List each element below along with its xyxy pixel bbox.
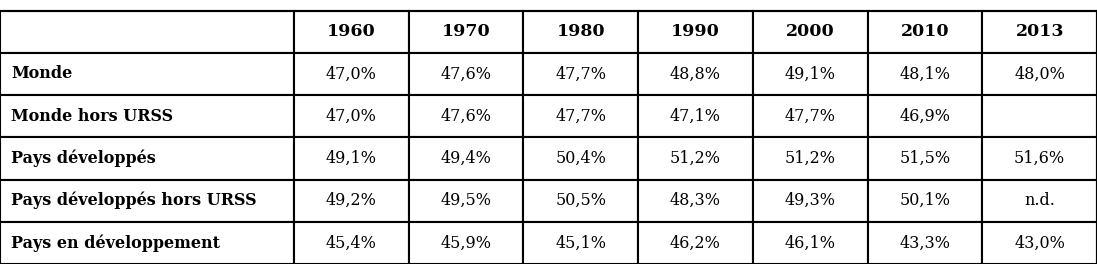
Bar <box>868 180 982 222</box>
Text: 49,1%: 49,1% <box>326 150 377 167</box>
Bar <box>638 11 753 53</box>
Text: 47,7%: 47,7% <box>555 65 607 82</box>
Text: 47,0%: 47,0% <box>326 65 376 82</box>
Bar <box>638 95 753 137</box>
Bar <box>0 137 294 180</box>
Bar <box>0 11 294 53</box>
Text: Monde hors URSS: Monde hors URSS <box>11 108 173 125</box>
Bar <box>523 222 638 264</box>
Bar <box>753 53 868 95</box>
Text: 48,0%: 48,0% <box>1015 65 1065 82</box>
Bar <box>638 180 753 222</box>
Text: 45,4%: 45,4% <box>326 234 376 251</box>
Text: 51,6%: 51,6% <box>1014 150 1065 167</box>
Bar <box>0 222 294 264</box>
Bar <box>638 222 753 264</box>
Text: 49,4%: 49,4% <box>441 150 491 167</box>
Text: 49,1%: 49,1% <box>784 65 836 82</box>
Bar <box>294 53 409 95</box>
Text: 43,0%: 43,0% <box>1015 234 1065 251</box>
Bar <box>294 180 409 222</box>
Bar <box>868 11 982 53</box>
Text: n.d.: n.d. <box>1025 192 1055 209</box>
Text: Pays en développement: Pays en développement <box>11 234 220 252</box>
Text: 1980: 1980 <box>556 23 606 40</box>
Text: 51,5%: 51,5% <box>900 150 950 167</box>
Text: 2010: 2010 <box>901 23 949 40</box>
Bar <box>523 180 638 222</box>
Text: 49,5%: 49,5% <box>441 192 491 209</box>
Bar <box>753 95 868 137</box>
Bar <box>409 180 523 222</box>
Bar <box>409 137 523 180</box>
Bar <box>868 53 982 95</box>
Bar <box>523 11 638 53</box>
Text: 48,3%: 48,3% <box>670 192 721 209</box>
Text: 49,2%: 49,2% <box>326 192 376 209</box>
Text: 49,3%: 49,3% <box>784 192 836 209</box>
Text: 1970: 1970 <box>442 23 490 40</box>
Text: 47,7%: 47,7% <box>784 108 836 125</box>
Text: Pays développés: Pays développés <box>11 150 156 167</box>
Bar <box>982 11 1097 53</box>
Text: 51,2%: 51,2% <box>670 150 721 167</box>
Bar <box>0 180 294 222</box>
Bar <box>982 180 1097 222</box>
Text: 48,8%: 48,8% <box>670 65 721 82</box>
Text: 50,5%: 50,5% <box>555 192 607 209</box>
Bar <box>753 137 868 180</box>
Bar <box>409 53 523 95</box>
Bar <box>753 222 868 264</box>
Bar <box>523 53 638 95</box>
Text: 47,0%: 47,0% <box>326 108 376 125</box>
Bar <box>638 53 753 95</box>
Bar <box>409 222 523 264</box>
Text: 48,1%: 48,1% <box>900 65 950 82</box>
Text: 47,7%: 47,7% <box>555 108 607 125</box>
Bar <box>294 11 409 53</box>
Bar <box>294 222 409 264</box>
Text: 45,9%: 45,9% <box>441 234 491 251</box>
Bar <box>409 95 523 137</box>
Bar <box>868 222 982 264</box>
Text: 46,2%: 46,2% <box>670 234 721 251</box>
Bar <box>868 137 982 180</box>
Text: Pays développés hors URSS: Pays développés hors URSS <box>11 192 257 209</box>
Text: 2013: 2013 <box>1016 23 1064 40</box>
Text: 2000: 2000 <box>785 23 835 40</box>
Bar <box>409 11 523 53</box>
Text: 46,1%: 46,1% <box>784 234 836 251</box>
Text: 45,1%: 45,1% <box>555 234 607 251</box>
Bar <box>294 137 409 180</box>
Text: 43,3%: 43,3% <box>900 234 950 251</box>
Bar <box>982 95 1097 137</box>
Bar <box>982 222 1097 264</box>
Bar <box>753 180 868 222</box>
Bar <box>753 11 868 53</box>
Bar <box>982 137 1097 180</box>
Text: 51,2%: 51,2% <box>784 150 836 167</box>
Text: 50,4%: 50,4% <box>555 150 607 167</box>
Text: Monde: Monde <box>11 65 72 82</box>
Text: 47,6%: 47,6% <box>441 108 491 125</box>
Text: 47,6%: 47,6% <box>441 65 491 82</box>
Bar <box>523 95 638 137</box>
Text: 46,9%: 46,9% <box>900 108 950 125</box>
Bar <box>294 95 409 137</box>
Bar <box>868 95 982 137</box>
Bar <box>982 53 1097 95</box>
Text: 1990: 1990 <box>671 23 720 40</box>
Text: 47,1%: 47,1% <box>670 108 721 125</box>
Bar <box>638 137 753 180</box>
Bar <box>0 95 294 137</box>
Text: 50,1%: 50,1% <box>900 192 950 209</box>
Bar <box>0 53 294 95</box>
Text: 1960: 1960 <box>327 23 376 40</box>
Bar <box>523 137 638 180</box>
